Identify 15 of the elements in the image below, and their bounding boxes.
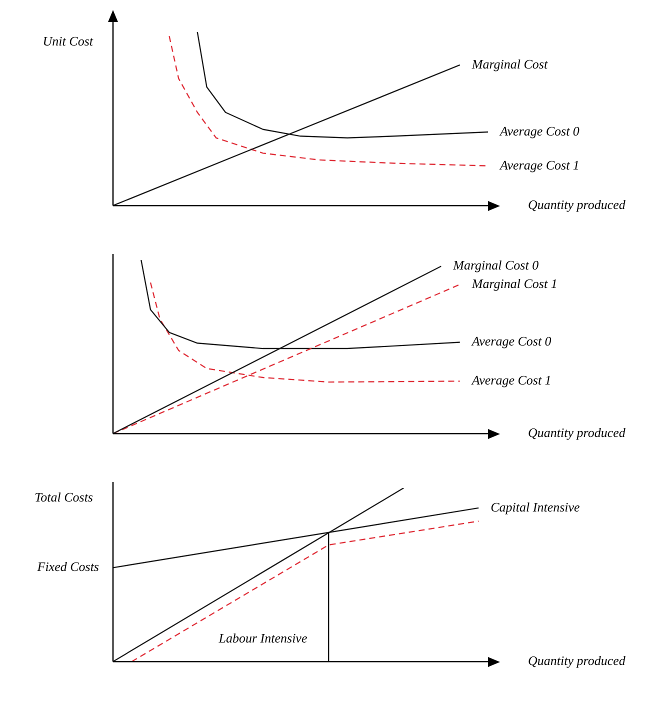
series-label: Average Cost 0 <box>499 123 580 138</box>
series-label: Marginal Cost <box>470 56 548 72</box>
x-axis-title: Quantity produced <box>528 425 626 440</box>
y-axis-title: Unit Cost <box>42 33 94 48</box>
series-label: Average Cost 1 <box>470 372 552 388</box>
series-label: Average Cost 0 <box>470 334 552 349</box>
text: Fixed Costs <box>36 559 99 574</box>
series-label: Capital Intensive <box>490 499 580 514</box>
x-axis-title: Quantity produced <box>528 197 626 212</box>
annotation: Labour Intensive <box>218 630 308 646</box>
series-label: Marginal Cost 0 <box>452 258 540 273</box>
series-label: Average Cost 1 <box>499 157 580 172</box>
series-label: Marginal Cost 1 <box>470 276 558 291</box>
y-axis-title: Total Costs <box>34 489 93 504</box>
x-axis-title: Quantity produced <box>528 653 626 668</box>
